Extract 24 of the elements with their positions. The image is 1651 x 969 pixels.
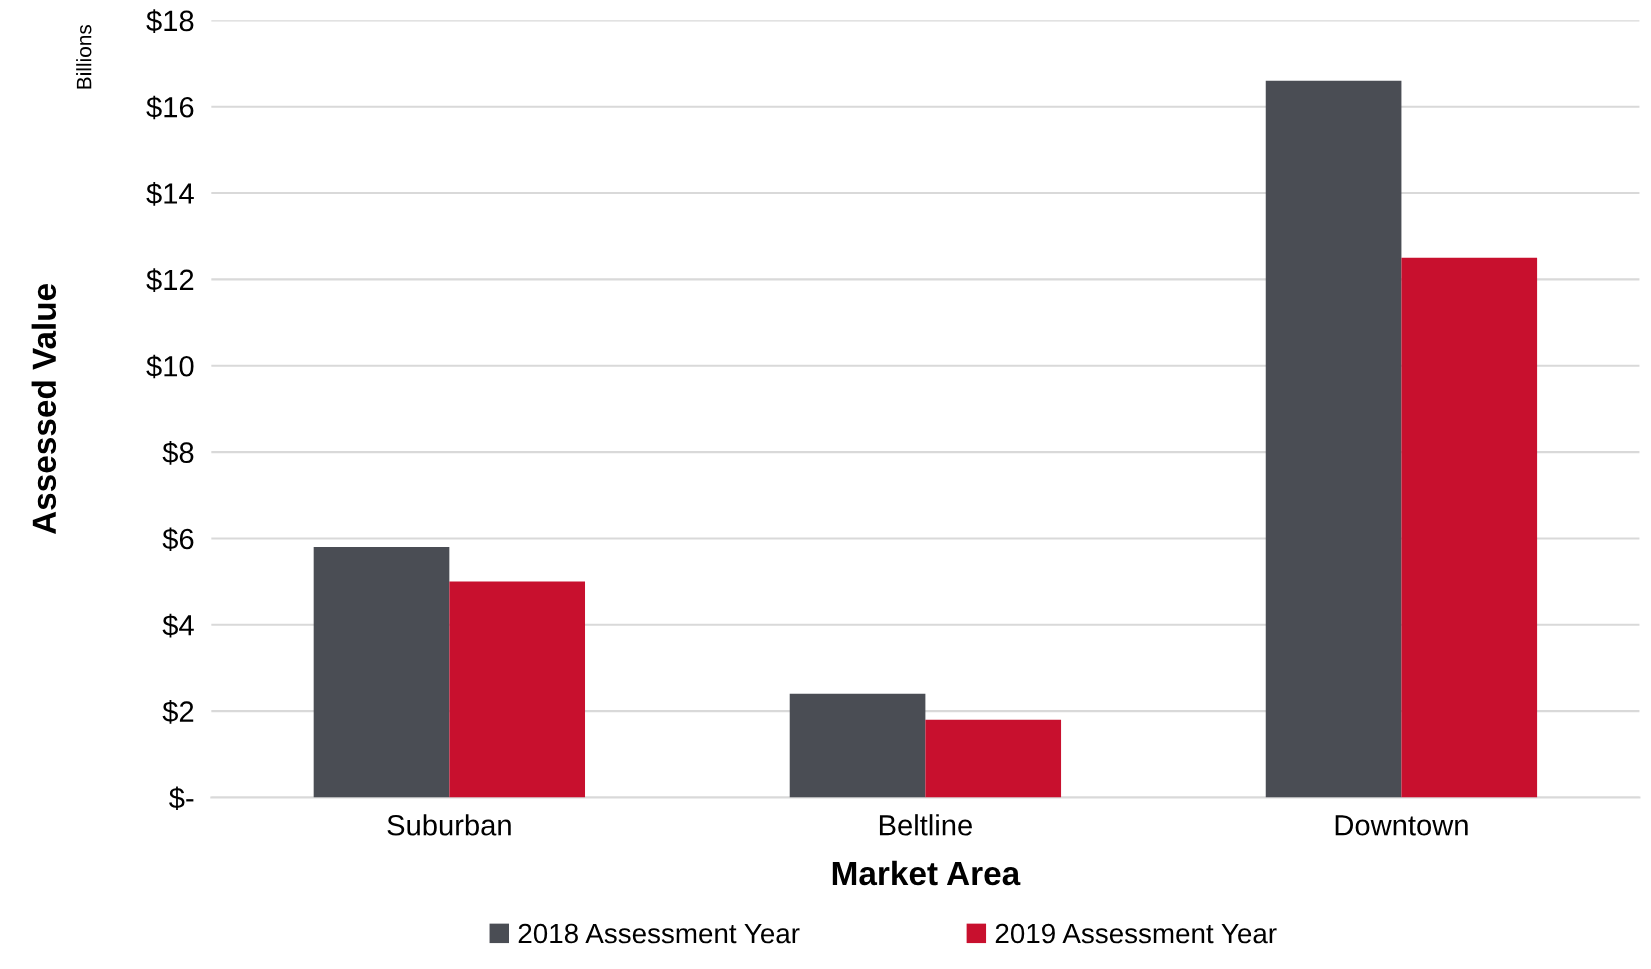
bar: [449, 581, 586, 798]
y-tick-label: $2: [162, 700, 194, 724]
y-tick-label: $8: [162, 441, 194, 465]
x-tick-label: Suburban: [387, 814, 511, 836]
legend-label: 2018 Assessment Year: [518, 923, 800, 944]
x-tick-label: Beltline: [879, 814, 972, 836]
text: Billions: [76, 24, 92, 89]
bar: [789, 693, 926, 798]
bar: [1401, 257, 1538, 798]
x-tick-label: Downtown: [1335, 815, 1468, 836]
y-tick-label: $18: [146, 9, 194, 33]
bar: [925, 719, 1062, 798]
y-axis-title: Assessed Value: [31, 284, 57, 535]
x-axis-title: Market Area: [832, 860, 1021, 886]
y-tick-label: $4: [162, 613, 194, 638]
y-tick-label: $14: [146, 182, 194, 206]
y-tick-label: $10: [146, 354, 194, 379]
y-tick-label: $16: [146, 95, 194, 120]
y-tick-label: $6: [162, 527, 194, 552]
bar: [1265, 80, 1402, 798]
bar: [313, 547, 450, 798]
y-tick-label: $12: [146, 268, 194, 292]
y-tick-label: $-: [169, 786, 194, 811]
legend-label: 2019 Assessment Year: [995, 923, 1277, 944]
